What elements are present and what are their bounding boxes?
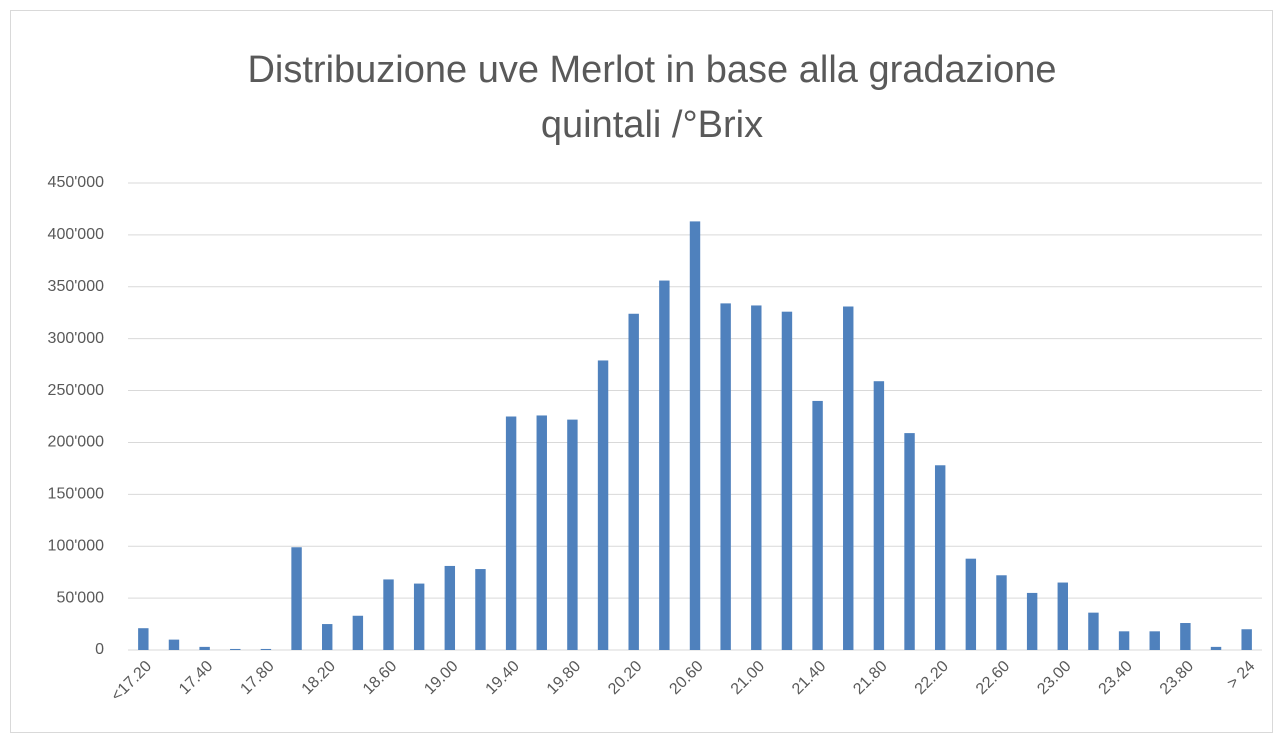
y-tick-label: 0 bbox=[95, 641, 104, 658]
bar bbox=[1026, 592, 1038, 650]
bar bbox=[1057, 582, 1068, 650]
bar bbox=[475, 569, 486, 650]
bar bbox=[597, 360, 609, 650]
bar bbox=[260, 648, 272, 650]
bar bbox=[873, 381, 885, 650]
bar bbox=[751, 305, 762, 650]
bar bbox=[168, 639, 180, 650]
chart-title: quintali /°Brix bbox=[541, 104, 763, 146]
bar bbox=[781, 311, 793, 650]
bar bbox=[352, 615, 364, 650]
bar bbox=[291, 547, 302, 650]
bar bbox=[812, 400, 823, 650]
y-tick-label: 450'000 bbox=[48, 174, 105, 191]
bar bbox=[1180, 623, 1191, 650]
bar bbox=[230, 648, 241, 650]
bar bbox=[567, 419, 578, 650]
bar bbox=[536, 415, 547, 650]
y-tick-label: 350'000 bbox=[48, 278, 105, 295]
y-tick-label: 50'000 bbox=[56, 589, 104, 606]
bar bbox=[1241, 629, 1252, 650]
bar bbox=[904, 433, 915, 650]
bar bbox=[1088, 612, 1099, 650]
bar bbox=[720, 303, 731, 650]
y-tick-label: 300'000 bbox=[48, 330, 105, 347]
bar bbox=[505, 416, 517, 650]
bar bbox=[322, 624, 333, 650]
y-tick-label: 200'000 bbox=[48, 434, 105, 451]
bar bbox=[1118, 631, 1130, 650]
y-tick-label: 150'000 bbox=[48, 486, 105, 503]
bar bbox=[996, 575, 1007, 650]
bar bbox=[413, 583, 425, 650]
y-tick-label: 100'000 bbox=[48, 537, 105, 554]
bar bbox=[1149, 631, 1160, 650]
bar bbox=[1210, 646, 1222, 650]
y-tick-label: 400'000 bbox=[48, 226, 105, 243]
chart-title: Distribuzione uve Merlot in base alla gr… bbox=[247, 49, 1056, 91]
bar bbox=[934, 465, 946, 650]
bar bbox=[843, 306, 854, 650]
bar bbox=[965, 558, 977, 650]
bar bbox=[659, 280, 670, 650]
y-tick-label: 250'000 bbox=[48, 382, 105, 399]
bar bbox=[689, 221, 701, 651]
bar bbox=[444, 565, 456, 650]
bar bbox=[138, 628, 149, 650]
bar bbox=[628, 313, 639, 650]
bar bbox=[383, 579, 394, 650]
bar bbox=[199, 646, 210, 650]
